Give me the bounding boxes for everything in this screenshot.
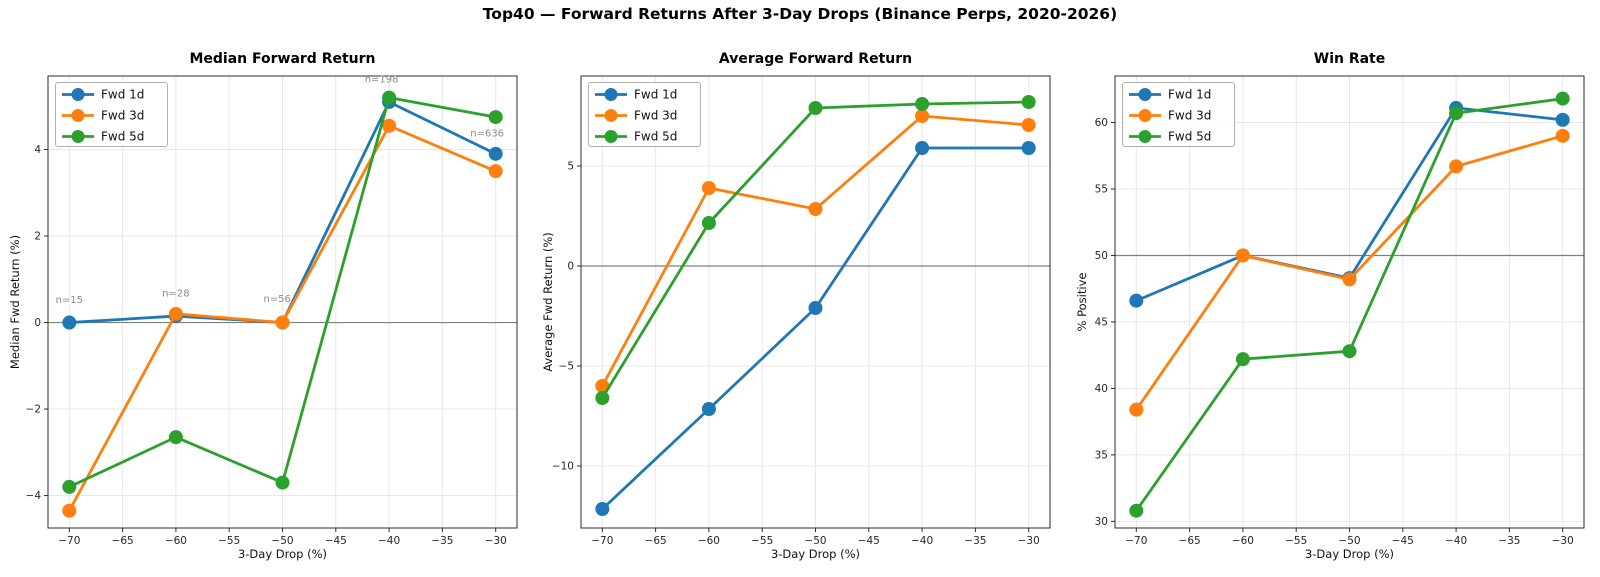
svg-text:−65: −65	[1179, 535, 1201, 547]
svg-text:2: 2	[34, 231, 41, 243]
svg-text:−35: −35	[1498, 535, 1520, 547]
x-axis-label: 3-Day Drop (%)	[770, 547, 861, 561]
legend: Fwd 1d Fwd 3d Fwd 5d	[55, 82, 168, 147]
plot-area: −70 −65 −60 −55 −50 −45 −40 −35 −30 −4 −2 0 2 4 n=15 n=…	[26, 74, 518, 547]
svg-text:Fwd 1d: Fwd 1d	[101, 88, 144, 102]
legend: Fwd 1d Fwd 3d Fwd 5d	[1122, 82, 1235, 147]
svg-text:−45: −45	[858, 535, 880, 547]
svg-text:−50: −50	[804, 535, 826, 547]
svg-text:−10: −10	[552, 461, 574, 473]
svg-text:−65: −65	[112, 535, 134, 547]
figure-title: Top40 — Forward Returns After 3-Day Drop…	[482, 5, 1118, 23]
svg-text:5: 5	[567, 161, 574, 173]
svg-text:−60: −60	[698, 535, 720, 547]
svg-text:Fwd 5d: Fwd 5d	[101, 130, 144, 144]
subplot-median-forward-return: Median Forward Return Median Fwd Return …	[0, 0, 533, 577]
svg-text:50: 50	[1095, 250, 1108, 262]
svg-text:n=198: n=198	[365, 74, 399, 85]
svg-text:−2: −2	[26, 404, 41, 416]
svg-text:−70: −70	[1125, 535, 1147, 547]
svg-text:−50: −50	[271, 535, 293, 547]
svg-text:n=56: n=56	[263, 294, 290, 305]
svg-text:Fwd 5d: Fwd 5d	[634, 130, 677, 144]
svg-text:−30: −30	[485, 535, 507, 547]
svg-text:−30: −30	[1018, 535, 1040, 547]
svg-text:−60: −60	[1232, 535, 1254, 547]
svg-text:35: 35	[1095, 449, 1108, 461]
svg-text:0: 0	[567, 261, 574, 273]
svg-text:−60: −60	[165, 535, 187, 547]
chart-title: Median Forward Return	[189, 51, 376, 67]
svg-text:−4: −4	[26, 490, 42, 502]
svg-text:n=15: n=15	[56, 295, 83, 306]
svg-text:−70: −70	[591, 535, 613, 547]
svg-text:−50: −50	[1338, 535, 1360, 547]
svg-text:−55: −55	[1285, 535, 1307, 547]
chart-title: Average Forward Return	[718, 51, 913, 67]
svg-text:Fwd 3d: Fwd 3d	[634, 109, 677, 123]
subplot-average-forward-return: Average Forward Return Average Fwd Retur…	[533, 0, 1066, 577]
plot-area: −70 −65 −60 −55 −50 −45 −40 −35 −30 30 35 40 45 50 55 6…	[1095, 75, 1585, 547]
svg-text:−40: −40	[1445, 535, 1467, 547]
svg-text:55: 55	[1095, 184, 1108, 196]
chart-title: Win Rate	[1313, 51, 1386, 67]
svg-text:40: 40	[1095, 383, 1108, 395]
svg-text:Fwd 1d: Fwd 1d	[634, 88, 677, 102]
svg-text:−45: −45	[1392, 535, 1414, 547]
svg-text:−40: −40	[378, 535, 400, 547]
svg-text:Fwd 3d: Fwd 3d	[1168, 109, 1211, 123]
svg-text:−30: −30	[1552, 535, 1574, 547]
svg-text:45: 45	[1095, 316, 1108, 328]
svg-text:Fwd 5d: Fwd 5d	[1168, 130, 1211, 144]
svg-text:−45: −45	[325, 535, 347, 547]
svg-text:Fwd 3d: Fwd 3d	[101, 109, 144, 123]
svg-text:0: 0	[34, 317, 41, 329]
svg-text:n=636: n=636	[470, 129, 504, 140]
svg-text:−55: −55	[218, 535, 240, 547]
svg-text:Fwd 1d: Fwd 1d	[1168, 88, 1211, 102]
svg-text:30: 30	[1095, 516, 1108, 528]
svg-text:−65: −65	[645, 535, 667, 547]
subplot-win-rate: Win Rate % Positive −70 −65 −60 −55 −50 −45 −4…	[1067, 0, 1600, 577]
svg-text:−55: −55	[751, 535, 773, 547]
svg-text:n=28: n=28	[162, 289, 189, 300]
x-axis-label: 3-Day Drop (%)	[1304, 547, 1395, 561]
x-axis-label: 3-Day Drop (%)	[237, 547, 328, 561]
legend: Fwd 1d Fwd 3d Fwd 5d	[588, 82, 701, 147]
svg-text:−70: −70	[58, 535, 80, 547]
svg-text:60: 60	[1095, 117, 1108, 129]
svg-text:−40: −40	[911, 535, 933, 547]
svg-text:−35: −35	[964, 535, 986, 547]
svg-text:−5: −5	[559, 361, 574, 373]
svg-text:4: 4	[34, 144, 41, 156]
svg-text:−35: −35	[431, 535, 453, 547]
